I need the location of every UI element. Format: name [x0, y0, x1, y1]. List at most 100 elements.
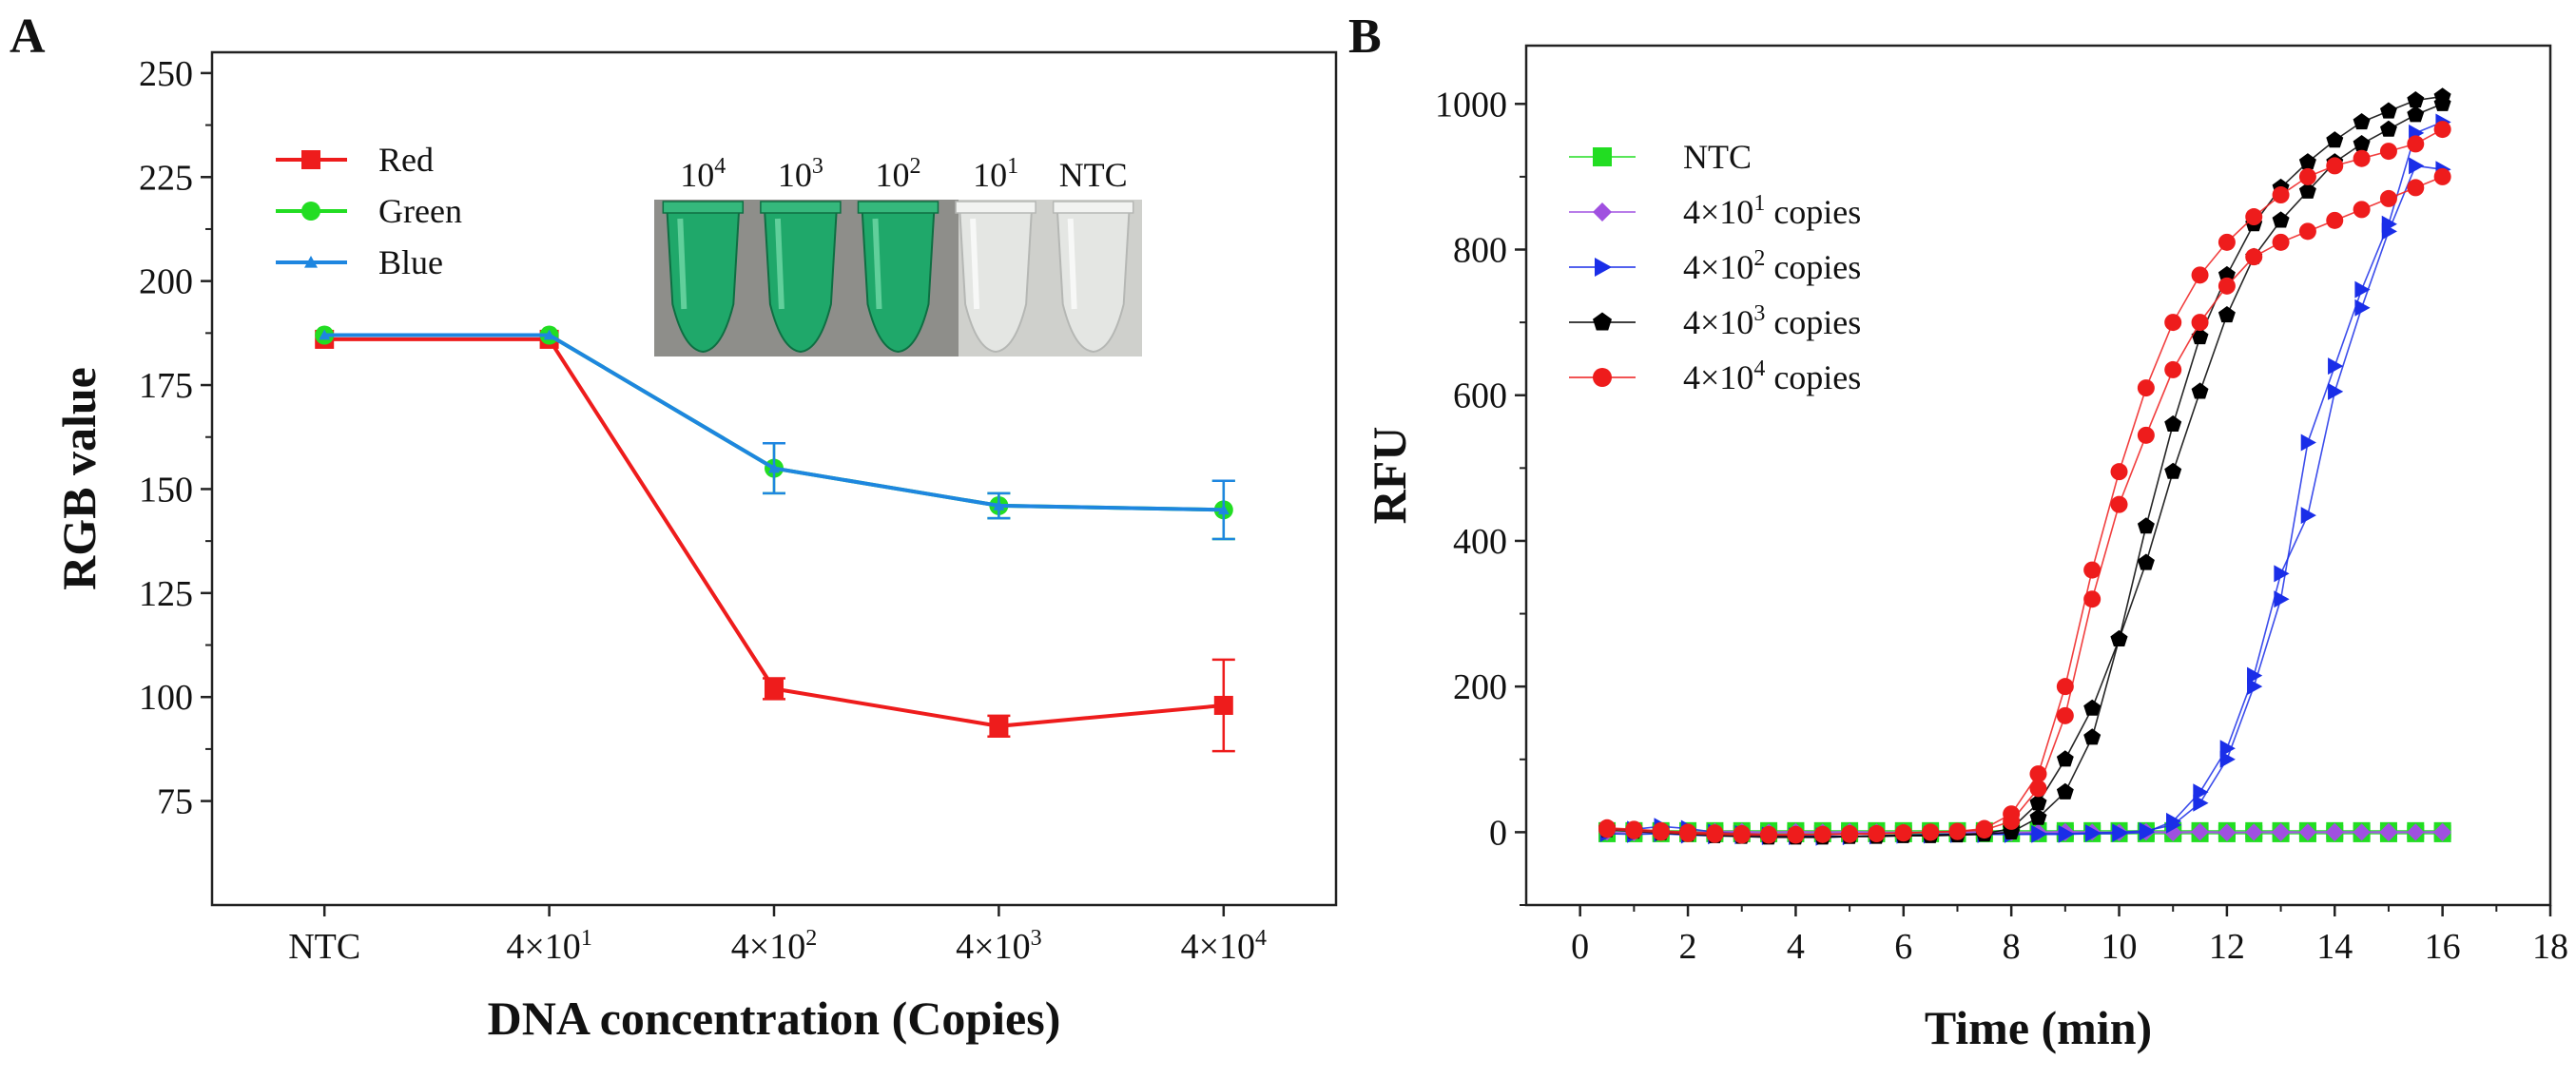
- data-point: [989, 716, 1009, 736]
- data-point: [2381, 215, 2397, 233]
- data-point: [1213, 695, 1233, 715]
- legend-label: 4×102 copies: [1683, 246, 1861, 286]
- tube: [666, 206, 741, 354]
- data-point: [2166, 816, 2182, 834]
- data-point: [2379, 189, 2397, 207]
- data-point: [2272, 186, 2290, 204]
- data-point: [1760, 826, 1778, 844]
- data-point: [2407, 135, 2425, 153]
- data-point: [2326, 131, 2344, 148]
- data-point: [2083, 590, 2101, 608]
- data-point: [1813, 825, 1831, 843]
- data-point: [2056, 706, 2074, 724]
- y-tick-label: 400: [1453, 522, 1507, 562]
- data-point: [2353, 135, 2371, 152]
- data-point: [1841, 825, 1859, 843]
- data-point: [2245, 248, 2263, 266]
- data-point: [2084, 824, 2101, 842]
- data-point: [2029, 794, 2047, 811]
- y-tick-label: 175: [139, 366, 193, 406]
- y-tick-label: 100: [139, 678, 193, 718]
- series: [1598, 121, 2451, 844]
- panel-letter-a: A: [10, 10, 46, 64]
- data-point: [2298, 222, 2316, 241]
- legend-label: NTC: [1683, 138, 1752, 176]
- data-point: [2191, 314, 2209, 332]
- data-point: [2328, 382, 2344, 400]
- tube-highlight: [970, 218, 980, 310]
- legend-marker: [1593, 312, 1612, 331]
- data-point: [2164, 360, 2182, 378]
- data-point: [2353, 149, 2371, 167]
- x-tick-label: 12: [2209, 927, 2245, 967]
- data-point: [543, 329, 555, 340]
- data-point: [2354, 280, 2371, 299]
- data-point: [2031, 824, 2047, 842]
- data-point: [2219, 750, 2236, 768]
- data-point: [2110, 629, 2128, 646]
- x-tick-label: 4×101: [506, 926, 591, 967]
- x-axis-title: Time (min): [1925, 1001, 2152, 1054]
- data-point: [2218, 233, 2236, 251]
- x-tick-label: 18: [2532, 927, 2568, 967]
- data-point: [2409, 157, 2425, 175]
- data-point: [2056, 678, 2074, 696]
- data-point: [2407, 106, 2425, 123]
- data-point: [2433, 167, 2451, 185]
- data-point: [1625, 821, 1643, 839]
- data-point: [1706, 825, 1724, 843]
- x-tick-label: 10: [2101, 927, 2138, 967]
- data-point: [2137, 379, 2155, 397]
- x-tick-label: NTC: [288, 927, 360, 967]
- tube: [959, 206, 1034, 354]
- legend-label: 4×101 copies: [1683, 191, 1861, 231]
- x-tick-label: 4×104: [1181, 926, 1267, 967]
- legend-marker: [1595, 258, 1612, 277]
- data-point: [2218, 265, 2236, 282]
- tube-rim: [857, 201, 939, 214]
- data-point: [2407, 91, 2425, 108]
- data-point: [1922, 823, 1940, 841]
- data-point: [2083, 561, 2101, 579]
- data-point: [2139, 821, 2155, 839]
- data-point: [2274, 565, 2290, 583]
- tube: [1056, 206, 1131, 354]
- legend-marker: [1593, 368, 1612, 387]
- data-point: [2218, 277, 2236, 295]
- data-point: [2298, 182, 2316, 199]
- data-point: [2003, 812, 2021, 830]
- data-point: [2137, 553, 2155, 570]
- data-point: [2353, 113, 2371, 130]
- data-point: [2274, 590, 2290, 608]
- data-point: [2300, 434, 2316, 452]
- data-point: [2110, 463, 2128, 481]
- x-tick-label: 4×102: [731, 926, 817, 967]
- data-point: [1787, 826, 1805, 844]
- y-tick-label: 800: [1453, 231, 1507, 271]
- data-point: [2298, 167, 2316, 185]
- legend-marker: [1593, 202, 1612, 222]
- data-point: [2272, 211, 2290, 228]
- data-point: [2353, 823, 2371, 841]
- data-point: [2110, 495, 2128, 513]
- y-tick-label: 150: [139, 470, 193, 510]
- legend-label: Green: [378, 192, 462, 230]
- data-point: [2272, 824, 2290, 842]
- data-point: [2164, 414, 2182, 432]
- data-point: [2247, 666, 2263, 684]
- series-line: [324, 337, 1224, 728]
- y-tick-label: 600: [1453, 376, 1507, 416]
- legend-label: Blue: [378, 243, 443, 281]
- tube-rim: [1052, 201, 1134, 214]
- legend-marker: [301, 202, 320, 221]
- data-point: [2380, 120, 2397, 137]
- data-point: [2433, 121, 2451, 139]
- legend-label: 4×103 copies: [1683, 301, 1861, 341]
- x-axis-title: DNA concentration (Copies): [488, 992, 1061, 1045]
- x-tick-label: 16: [2425, 927, 2461, 967]
- y-tick-label: 200: [1453, 667, 1507, 707]
- tube-rim: [662, 201, 745, 214]
- data-point: [2247, 678, 2263, 696]
- tube: [861, 206, 936, 354]
- data-point: [993, 499, 1005, 511]
